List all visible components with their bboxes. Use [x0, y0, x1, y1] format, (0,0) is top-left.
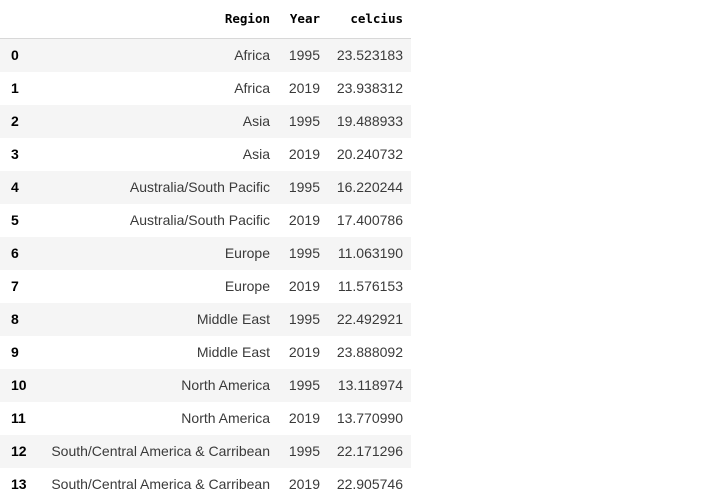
row-index: 10: [11, 377, 27, 393]
table-row: 10 North America 1995 13.118974: [0, 369, 411, 402]
cell-celcius: 13.118974: [337, 377, 403, 393]
table-row: 3 Asia 2019 20.240732: [0, 138, 411, 171]
cell-year: 1995: [288, 47, 320, 63]
cell-celcius: 22.171296: [336, 443, 403, 459]
cell-year: 2019: [288, 80, 320, 96]
index-header: [0, 0, 36, 39]
cell-celcius: 20.240732: [336, 146, 403, 162]
cell-region: North America: [181, 410, 270, 426]
header-row: Region Year celcius: [0, 0, 411, 39]
table-header: Region Year celcius: [0, 0, 411, 39]
dataframe-table: Region Year celcius 0 Africa 1995 23.523183…: [0, 0, 411, 501]
cell-region: Asia: [242, 146, 270, 162]
row-index: 4: [11, 179, 19, 195]
column-header-region: Region: [36, 0, 272, 39]
cell-region: Africa: [234, 80, 270, 96]
row-index: 7: [11, 278, 19, 294]
cell-year: 1995: [288, 311, 320, 327]
cell-celcius: 11.063190: [337, 245, 403, 261]
row-index: 1: [11, 80, 19, 96]
cell-region: Middle East: [196, 344, 270, 360]
cell-year: 2019: [288, 410, 320, 426]
cell-region: Australia/South Pacific: [129, 212, 270, 228]
row-index: 11: [11, 410, 26, 426]
cell-celcius: 23.888092: [336, 344, 403, 360]
cell-year: 2019: [288, 344, 320, 360]
cell-year: 1995: [288, 113, 320, 129]
cell-year: 2019: [288, 476, 320, 492]
cell-region: Africa: [234, 47, 270, 63]
cell-celcius: 19.488933: [336, 113, 403, 129]
cell-region: North America: [181, 377, 270, 393]
table-row: 7 Europe 2019 11.576153: [0, 270, 411, 303]
cell-region: Asia: [242, 113, 270, 129]
cell-celcius: 23.938312: [336, 80, 403, 96]
row-index: 9: [11, 344, 19, 360]
cell-region: Europe: [224, 278, 270, 294]
table-row: 8 Middle East 1995 22.492921: [0, 303, 411, 336]
cell-year: 1995: [288, 377, 320, 393]
dataframe-output: Region Year celcius 0 Africa 1995 23.523183…: [0, 0, 411, 501]
row-index: 13: [11, 476, 27, 492]
table-row: 13 South/Central America & Carribean 2019 2…: [0, 468, 411, 501]
cell-region: Europe: [224, 245, 270, 261]
cell-celcius: 22.905746: [336, 476, 403, 492]
column-header-celcius: celcius: [322, 0, 411, 39]
table-row: 12 South/Central America & Carribean 1995 2…: [0, 435, 411, 468]
cell-region: South/Central America & Carribean: [51, 443, 270, 459]
row-index: 2: [11, 113, 19, 129]
cell-celcius: 16.220244: [336, 179, 403, 195]
cell-year: 1995: [288, 245, 320, 261]
column-header-year: Year: [272, 0, 322, 39]
row-index: 5: [11, 212, 19, 228]
table-row: 6 Europe 1995 11.063190: [0, 237, 411, 270]
cell-region: Australia/South Pacific: [129, 179, 270, 195]
cell-year: 1995: [288, 443, 320, 459]
cell-celcius: 22.492921: [336, 311, 403, 327]
cell-region: South/Central America & Carribean: [51, 476, 270, 492]
cell-celcius: 17.400786: [336, 212, 403, 228]
cell-celcius: 13.770990: [336, 410, 403, 426]
row-index: 3: [11, 146, 19, 162]
cell-year: 1995: [288, 179, 320, 195]
table-row: 1 Africa 2019 23.938312: [0, 72, 411, 105]
cell-region: Middle East: [196, 311, 270, 327]
row-index: 12: [11, 443, 27, 459]
cell-celcius: 11.576153: [337, 278, 403, 294]
table-row: 9 Middle East 2019 23.888092: [0, 336, 411, 369]
row-index: 6: [11, 245, 19, 261]
table-row: 11 North America 2019 13.770990: [0, 402, 411, 435]
cell-year: 2019: [288, 212, 320, 228]
table-row: 0 Africa 1995 23.523183: [0, 38, 411, 72]
row-index: 8: [11, 311, 19, 327]
table-row: 4 Australia/South Pacific 1995 16.220244: [0, 171, 411, 204]
cell-year: 2019: [288, 278, 320, 294]
cell-year: 2019: [288, 146, 320, 162]
table-row: 2 Asia 1995 19.488933: [0, 105, 411, 138]
cell-celcius: 23.523183: [336, 47, 403, 63]
row-index: 0: [11, 47, 19, 63]
table-body: 0 Africa 1995 23.523183 1 Africa 2019 23.938312…: [0, 38, 411, 501]
table-row: 5 Australia/South Pacific 2019 17.400786: [0, 204, 411, 237]
